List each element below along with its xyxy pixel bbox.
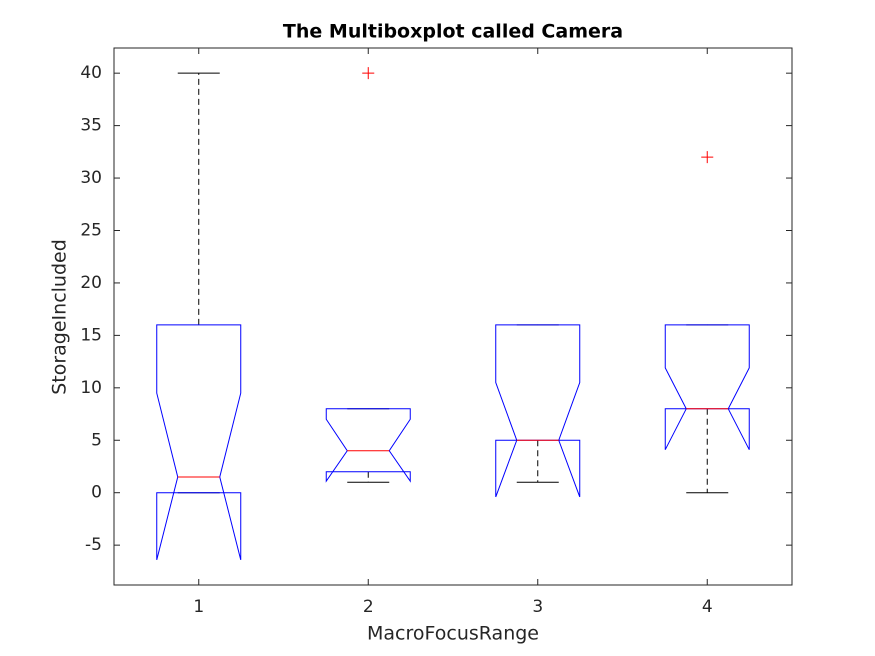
y-tick-label: 20	[80, 273, 102, 293]
outlier	[701, 151, 714, 164]
box	[495, 324, 581, 498]
chart-title: The Multiboxplot called Camera	[283, 21, 623, 43]
x-tick-label: 3	[532, 597, 543, 617]
y-tick-label: 5	[91, 430, 102, 450]
y-tick-label: 0	[91, 483, 102, 503]
plot-area	[113, 47, 793, 586]
x-tick-label: 4	[702, 597, 713, 617]
box	[156, 324, 242, 560]
y-axis-label: StorageIncluded	[49, 239, 71, 395]
y-tick-label: 40	[80, 63, 102, 83]
y-tick-label: 15	[80, 325, 102, 345]
y-tick-label: 10	[80, 378, 102, 398]
x-tick-label: 2	[363, 597, 374, 617]
y-tick-label: 35	[80, 116, 102, 136]
outlier	[362, 67, 375, 80]
x-tick-label: 1	[193, 597, 204, 617]
x-axis-label: MacroFocusRange	[367, 623, 539, 645]
y-tick-label: 25	[80, 220, 102, 240]
y-tick-label: 30	[80, 168, 102, 188]
box	[325, 408, 411, 483]
box	[664, 324, 750, 450]
y-tick-label: -5	[85, 535, 102, 555]
